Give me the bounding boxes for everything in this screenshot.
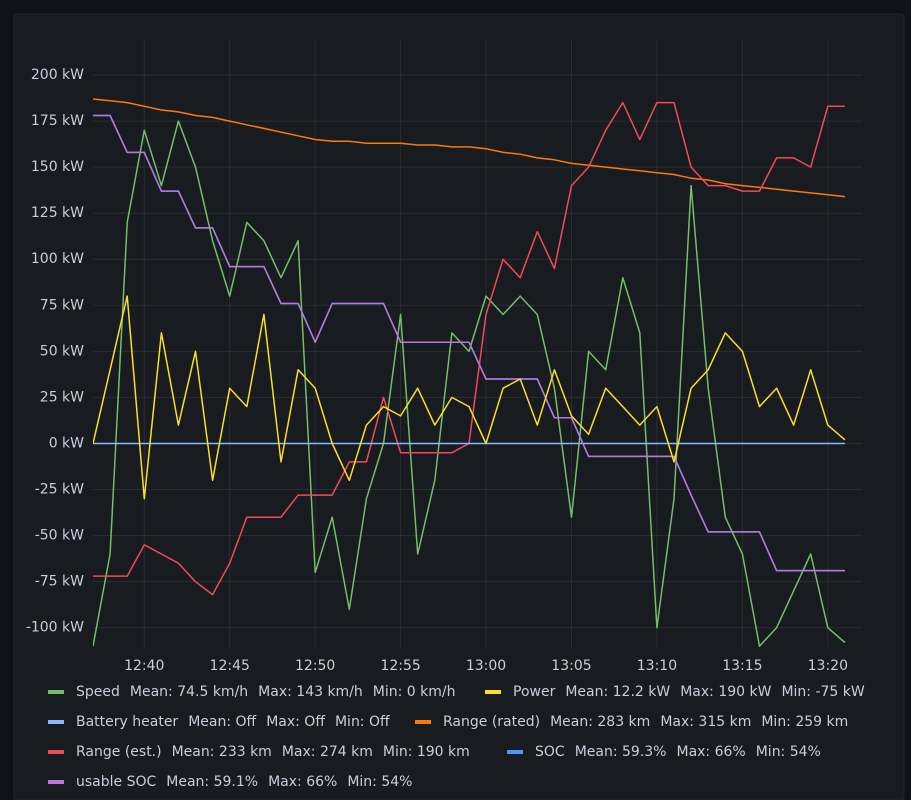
series-line — [93, 98, 845, 198]
legend-name: Power — [513, 684, 556, 700]
x-tick-label: 13:10 — [637, 658, 677, 674]
series-line — [93, 295, 846, 500]
y-tick-label: 100 kW — [31, 251, 84, 267]
y-tick-label: 75 kW — [40, 297, 84, 313]
x-tick-label: 13:20 — [808, 658, 848, 674]
legend-stat: Max: 190 kW — [680, 684, 771, 700]
series-line — [93, 114, 845, 572]
legend-stat: Mean: 74.5 km/h — [130, 684, 248, 700]
y-tick-label: -75 kW — [35, 574, 84, 590]
legend-stat: Mean: Off — [188, 714, 256, 730]
y-tick-label: -50 kW — [35, 528, 84, 544]
legend-stat: Max: Off — [266, 714, 325, 730]
x-tick-label: 13:15 — [722, 658, 762, 674]
x-tick-label: 12:50 — [295, 658, 335, 674]
legend-stat: Mean: 59.3% — [575, 744, 667, 760]
x-tick-label: 13:05 — [551, 658, 591, 674]
legend-stat: Min: Off — [335, 714, 390, 730]
x-tick-label: 12:40 — [124, 658, 164, 674]
legend-stat: Min: 0 km/h — [373, 684, 456, 700]
x-tick-label: 13:00 — [466, 658, 506, 674]
panel — [13, 13, 905, 800]
legend-stat: Max: 274 km — [282, 744, 373, 760]
legend-stat: Mean: 233 km — [172, 744, 272, 760]
legend-name: Speed — [76, 684, 120, 700]
legend-stat: Min: -75 kW — [781, 684, 864, 700]
series-line — [93, 120, 846, 647]
y-tick-label: -25 kW — [35, 482, 84, 498]
legend-stat: Mean: 59.1% — [166, 774, 258, 790]
legend-stat: Max: 66% — [268, 774, 337, 790]
y-tick-label: 150 kW — [31, 159, 84, 175]
legend-stat: Max: 315 km — [660, 714, 751, 730]
y-tick-label: 125 kW — [31, 205, 84, 221]
y-tick-label: 0 kW — [49, 435, 84, 451]
legend-name: Range (rated) — [443, 714, 540, 730]
legend-name: Range (est.) — [76, 744, 162, 760]
legend-stat: Min: 259 km — [761, 714, 848, 730]
legend-stat: Max: 143 km/h — [258, 684, 363, 700]
legend-name: SOC — [535, 744, 565, 760]
y-tick-label: 200 kW — [31, 67, 84, 83]
legend-stat: Min: 190 km — [383, 744, 470, 760]
legend: Speed Mean: 74.5 km/h Max: 143 km/h Min: 0 … — [48, 684, 865, 790]
legend-stat: Max: 66% — [676, 744, 745, 760]
legend-name: usable SOC — [76, 774, 156, 790]
legend-stat: Min: 54% — [756, 744, 821, 760]
x-tick-label: 12:55 — [380, 658, 420, 674]
y-tick-label: -100 kW — [26, 620, 84, 636]
y-tick-label: 50 kW — [40, 343, 84, 359]
legend-name: Battery heater — [76, 714, 178, 730]
legend-stat: Mean: 283 km — [550, 714, 650, 730]
y-tick-label: 175 kW — [31, 113, 84, 129]
y-tick-label: 25 kW — [40, 389, 84, 405]
legend-stat: Min: 54% — [347, 774, 412, 790]
x-tick-label: 12:45 — [210, 658, 250, 674]
legend-stat: Mean: 12.2 kW — [565, 684, 670, 700]
